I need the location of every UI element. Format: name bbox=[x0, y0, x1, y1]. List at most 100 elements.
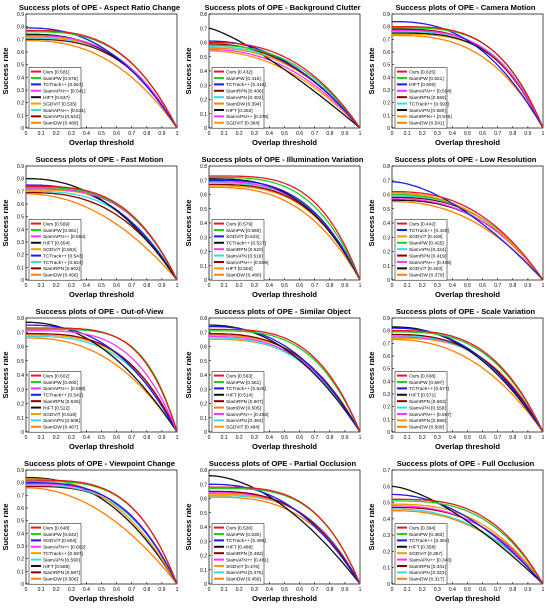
y-tick-label: 0.6 bbox=[200, 497, 207, 503]
series-line bbox=[25, 487, 178, 585]
x-tick-label: 0.3 bbox=[251, 435, 258, 441]
legend-entry: Ours [0.579] bbox=[226, 221, 252, 227]
x-tick-label: 0.4 bbox=[449, 587, 456, 593]
x-tick-label: 0 bbox=[391, 435, 394, 441]
y-tick-label: 0 bbox=[387, 430, 390, 436]
y-tick-label: 0.2 bbox=[383, 549, 390, 555]
legend-entry: TCTrack++ [0.429] bbox=[409, 228, 449, 234]
x-tick-label: 0.9 bbox=[158, 587, 165, 593]
y-tick-label: 0 bbox=[21, 430, 24, 436]
x-tick-label: 1 bbox=[176, 435, 179, 441]
legend-entry: SiamAPN [0.580] bbox=[409, 108, 446, 114]
x-tick-label: 0.9 bbox=[158, 283, 165, 289]
y-axis-label: Success rate bbox=[184, 352, 193, 399]
legend-entry: Ours [0.581] bbox=[43, 69, 69, 75]
legend-entry: SiamDW [0.489] bbox=[43, 121, 78, 127]
x-tick-label: 0.1 bbox=[404, 435, 411, 441]
chart-panel: Success plots of OPE - Partial Occlusion… bbox=[184, 459, 362, 603]
chart-title: Success plots of OPE - Low Resolution bbox=[395, 155, 537, 164]
y-tick-label: 0.5 bbox=[200, 207, 207, 213]
y-tick-label: 0 bbox=[387, 126, 390, 132]
legend-entry: SiamPW [0.621] bbox=[409, 76, 444, 82]
legend-entry: SiamAPN++ [0.594] bbox=[409, 89, 451, 95]
legend-entry: SiamDW [0.506] bbox=[43, 577, 78, 583]
x-tick-label: 1 bbox=[542, 131, 545, 137]
y-tick-label: 0.1 bbox=[383, 264, 390, 270]
y-tick-label: 0.2 bbox=[17, 101, 24, 107]
y-tick-label: 0.7 bbox=[17, 493, 24, 499]
y-tick-label: 0.2 bbox=[200, 554, 207, 560]
chart-panel: Success plots of OPE - Out-of-View 0 0.1 0.… bbox=[1, 307, 179, 451]
legend-entry: SGDViT [0.403] bbox=[409, 266, 442, 272]
x-tick-label: 0.2 bbox=[236, 587, 243, 593]
legend-entry: Ours [0.563] bbox=[226, 373, 252, 379]
x-axis-label: Overlap threshold bbox=[252, 138, 317, 147]
x-tick-label: 0.1 bbox=[221, 587, 228, 593]
series-line bbox=[25, 337, 178, 433]
y-tick-label: 0.4 bbox=[17, 373, 24, 379]
y-tick-label: 0.8 bbox=[383, 164, 390, 170]
x-tick-label: 0.6 bbox=[296, 131, 303, 137]
legend-entry: HIFT [0.502] bbox=[226, 266, 253, 272]
series-line bbox=[26, 479, 178, 585]
legend-entry: SiamAPN++ [0.406] bbox=[409, 260, 451, 266]
legend-entry: SiamRPN [0.406] bbox=[226, 89, 263, 95]
y-tick-label: 0.5 bbox=[383, 501, 390, 507]
chart-title: Success plots of OPE - Background Clutte… bbox=[204, 3, 360, 12]
legend-entry: SiamAPN [0.323] bbox=[409, 570, 446, 576]
x-axis-label: Overlap threshold bbox=[252, 442, 317, 451]
y-axis-label: Success rate bbox=[367, 48, 376, 95]
series-line bbox=[26, 178, 178, 281]
x-tick-label: 0.8 bbox=[326, 435, 333, 441]
y-tick-label: 0.6 bbox=[17, 50, 24, 56]
x-tick-label: 0.7 bbox=[494, 131, 501, 137]
chart-panel: Success plots of OPE - Similar Object 0 0.… bbox=[184, 307, 362, 451]
y-tick-label: 0.1 bbox=[17, 569, 24, 575]
legend-entry: TCTrack++ [0.526] bbox=[226, 386, 266, 392]
legend-entry: SiamAPN [0.519] bbox=[226, 253, 263, 259]
y-tick-label: 0.6 bbox=[200, 193, 207, 199]
legend-entry: Ours [0.536] bbox=[226, 525, 252, 531]
y-tick-label: 0.4 bbox=[383, 75, 390, 81]
legend-entry: SiamAPN [0.402] bbox=[226, 95, 263, 101]
x-tick-label: 0.7 bbox=[311, 435, 318, 441]
chart-panel: Success plots of OPE - Aspect Ratio Chan… bbox=[1, 3, 180, 147]
x-tick-label: 1 bbox=[359, 435, 362, 441]
x-tick-label: 0 bbox=[25, 587, 28, 593]
x-tick-label: 0.5 bbox=[98, 131, 105, 137]
y-tick-label: 0.1 bbox=[383, 113, 390, 119]
series-line bbox=[392, 498, 544, 585]
legend-entry: SiamAPN++ [0.602] bbox=[43, 545, 85, 551]
chart-panel: Success plots of OPE - Scale Variation00… bbox=[367, 307, 545, 451]
series-line bbox=[26, 27, 178, 129]
chart-title: Success plots of OPE - Viewpoint Change bbox=[24, 459, 175, 468]
x-tick-label: 0.6 bbox=[479, 587, 486, 593]
legend-entry: TCTrack++ [0.557] bbox=[43, 82, 83, 88]
legend-entry: SiamAPN [0.522] bbox=[43, 114, 80, 120]
series-line bbox=[391, 485, 544, 585]
series-line bbox=[392, 331, 544, 433]
y-tick-label: 0.8 bbox=[383, 25, 390, 31]
legend-entry: SiamDW [0.456] bbox=[43, 273, 78, 279]
chart-title: Success plots of OPE - Similar Object bbox=[214, 307, 351, 316]
x-tick-label: 0.2 bbox=[53, 435, 60, 441]
y-tick-label: 0.3 bbox=[383, 235, 390, 241]
x-tick-label: 0.4 bbox=[83, 435, 90, 441]
x-tick-label: 0.4 bbox=[83, 587, 90, 593]
x-tick-label: 0.8 bbox=[509, 131, 516, 137]
y-tick-label: 0.3 bbox=[383, 392, 390, 398]
x-tick-label: 0.2 bbox=[236, 131, 243, 137]
series-line bbox=[209, 325, 361, 433]
legend-entry: HIFT [0.588] bbox=[43, 564, 70, 570]
chart-panel: Success plots of OPE - Background Clutte… bbox=[184, 3, 362, 147]
legend-entry: SiamPW [0.425] bbox=[409, 241, 444, 247]
x-tick-label: 0.2 bbox=[419, 283, 426, 289]
chart-panel: Success plots of OPE - Illumination Vari… bbox=[184, 155, 364, 299]
y-tick-label: 0 bbox=[204, 278, 207, 284]
y-tick-label: 0.7 bbox=[200, 26, 207, 32]
x-tick-label: 0 bbox=[208, 435, 211, 441]
y-tick-label: 0.6 bbox=[200, 345, 207, 351]
x-tick-label: 0.3 bbox=[434, 283, 441, 289]
legend-entry: SiamPW [0.530] bbox=[226, 532, 261, 538]
